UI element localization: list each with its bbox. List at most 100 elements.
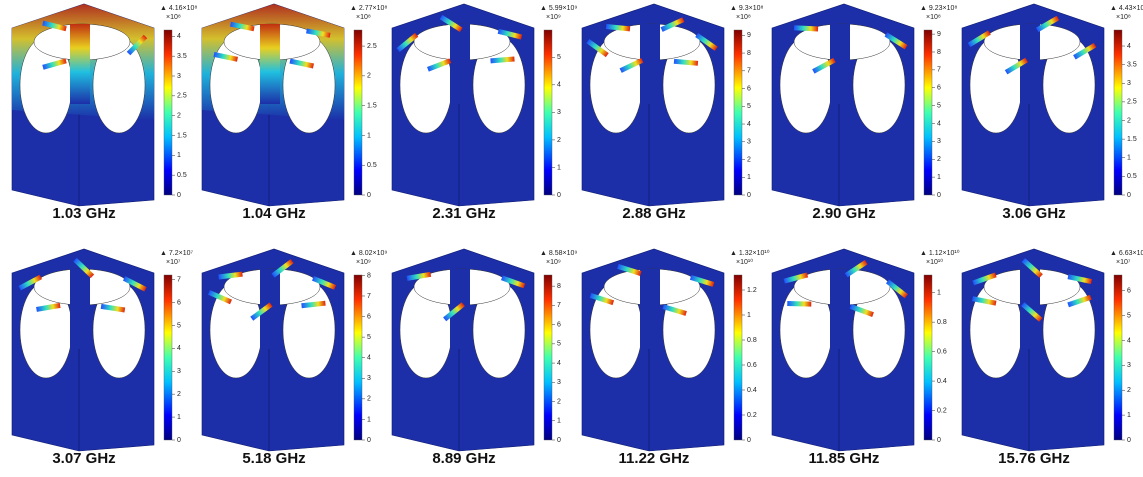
- colorbar-tick-label: 0: [1127, 437, 1131, 444]
- colorbar: [543, 274, 553, 441]
- colorbar-exponent: ×10¹⁰: [736, 258, 753, 266]
- colorbar-tick-label: 6: [557, 321, 561, 328]
- colorbar-tick-label: 7: [937, 67, 941, 74]
- panel: ▲ 4.43×10⁸ ×10⁸ 0 0.5 1 1.5 2 2.5 3 3.5 4 3.06 GHz: [961, 3, 1143, 222]
- resonator-strip: [250, 302, 273, 321]
- resonator-strip: [427, 58, 452, 72]
- colorbar-tick-label: 5: [367, 334, 371, 341]
- panel: ▲ 9.23×10⁸ ×10⁸ 0 1 2 3 4 5 6 7 8 9 2.90 GHz: [771, 3, 957, 222]
- pillar: [1020, 24, 1040, 104]
- colorbar-tick-label: 5: [557, 54, 561, 61]
- colorbar-tick-label: 1.5: [367, 102, 377, 109]
- colorbar: [923, 274, 933, 441]
- colorbar-tick-label: 0: [747, 437, 751, 444]
- colorbar-tick-label: 3: [367, 375, 371, 382]
- colorbar: [543, 29, 553, 196]
- colorbar-tick-label: 0: [1127, 192, 1131, 199]
- colorbar-tick-label: 0.5: [1127, 173, 1137, 180]
- colorbar: [1113, 274, 1123, 441]
- resonator-strip: [443, 302, 465, 322]
- pillar: [70, 24, 90, 104]
- resonator-strip: [406, 271, 432, 281]
- colorbar-tick-label: 4: [1127, 43, 1131, 50]
- resonator-strip: [662, 304, 687, 316]
- frequency-label: 2.31 GHz: [432, 205, 495, 222]
- colorbar-tick-label: 4: [747, 121, 751, 128]
- frequency-label: 2.90 GHz: [812, 205, 875, 222]
- colorbar-max: ▲ 4.16×10⁸: [160, 5, 197, 12]
- frequency-label: 2.88 GHz: [622, 205, 685, 222]
- resonator-strip: [100, 303, 126, 313]
- resonator-strip: [617, 263, 642, 276]
- resonator-strip: [500, 275, 526, 289]
- resonator-strip: [1073, 43, 1097, 60]
- colorbar-tick-label: 4: [177, 345, 181, 352]
- colorbar-tick-label: 5: [557, 341, 561, 348]
- resonator-strip: [849, 304, 874, 317]
- pillar: [830, 269, 850, 349]
- colorbar-tick-label: 2: [367, 73, 371, 80]
- colorbar-exponent: ×10⁹: [546, 14, 561, 21]
- colorbar-tick-label: 0: [367, 437, 371, 444]
- colorbar-max: ▲ 1.12×10¹⁰: [920, 249, 960, 257]
- colorbar-tick-label: 0: [747, 192, 751, 199]
- frequency-label: 3.06 GHz: [1002, 205, 1065, 222]
- colorbar-tick-label: 6: [747, 85, 751, 92]
- colorbar-max: ▲ 6.63×10⁷: [1110, 250, 1143, 257]
- colorbar-tick-label: 5: [1127, 312, 1131, 319]
- colorbar-tick-label: 2.5: [1127, 99, 1137, 106]
- pillar: [830, 24, 850, 104]
- resonator-strip: [439, 14, 463, 32]
- colorbar-max: ▲ 2.77×10⁸: [350, 5, 387, 12]
- colorbar-tick-label: 2: [177, 391, 181, 398]
- colorbar-tick-label: 1: [177, 414, 181, 421]
- colorbar-tick-label: 2: [367, 396, 371, 403]
- colorbar-max: ▲ 8.58×10⁹: [540, 250, 577, 257]
- colorbar-tick-label: 0: [937, 192, 941, 199]
- colorbar-tick-label: 0.8: [937, 319, 947, 326]
- panel: ▲ 1.12×10¹⁰×10¹⁰ 0 0.2 0.4 0.6 0.8 1 11.85 GHz: [771, 248, 960, 467]
- colorbar-tick-label: 2.5: [177, 93, 187, 100]
- colorbar-tick-label: 2: [747, 156, 751, 163]
- resonator-strip: [396, 32, 419, 53]
- colorbar-tick-label: 3.5: [1127, 61, 1137, 68]
- frequency-label: 8.89 GHz: [432, 450, 495, 467]
- panel: ▲ 7.2×10⁷ ×10⁷ 0 1 2 3 4 5 6 7 3.07 GHz: [11, 248, 193, 467]
- colorbar-tick-label: 1: [937, 174, 941, 181]
- pillar: [640, 24, 660, 104]
- colorbar: [923, 29, 933, 196]
- resonator-strip: [589, 292, 615, 306]
- pillar: [260, 24, 280, 104]
- pillar: [260, 269, 280, 349]
- panel: ▲ 1.32×10¹⁰×10¹⁰ 0 0.2 0.4 0.6 0.8 1 1.2 11.22 G…: [581, 248, 770, 467]
- colorbar-tick-label: 0: [937, 437, 941, 444]
- pillar: [640, 269, 660, 349]
- resonator-strip: [695, 32, 718, 51]
- colorbar-exponent: ×10⁷: [166, 259, 181, 266]
- resonator-strip: [1021, 258, 1043, 278]
- colorbar-tick-label: 4: [937, 120, 941, 127]
- colorbar: [353, 29, 363, 196]
- colorbar-tick-label: 1.5: [1127, 136, 1137, 143]
- colorbar-tick-label: 1: [747, 312, 751, 319]
- frequency-label: 1.03 GHz: [52, 205, 115, 222]
- colorbar-tick-label: 0.5: [367, 162, 377, 169]
- colorbar-tick-label: 3: [177, 73, 181, 80]
- resonator-strip: [884, 32, 908, 50]
- colorbar-tick-label: 4: [177, 33, 181, 40]
- resonator-strip: [271, 259, 294, 278]
- colorbar: [733, 29, 743, 196]
- colorbar-tick-label: 3: [747, 139, 751, 146]
- colorbar-tick-label: 2: [177, 113, 181, 120]
- colorbar-tick-label: 0.8: [747, 337, 757, 344]
- colorbar-tick-label: 4: [557, 82, 561, 89]
- colorbar-tick-label: 6: [177, 299, 181, 306]
- colorbar-tick-label: 7: [177, 276, 181, 283]
- resonator-strip: [1067, 294, 1092, 308]
- colorbar-tick-label: 6: [1127, 288, 1131, 295]
- colorbar-tick-label: 3: [937, 138, 941, 145]
- colorbar-tick-label: 0.4: [747, 387, 757, 394]
- colorbar-tick-label: 1: [367, 416, 371, 423]
- colorbar-tick-label: 1: [1127, 412, 1131, 419]
